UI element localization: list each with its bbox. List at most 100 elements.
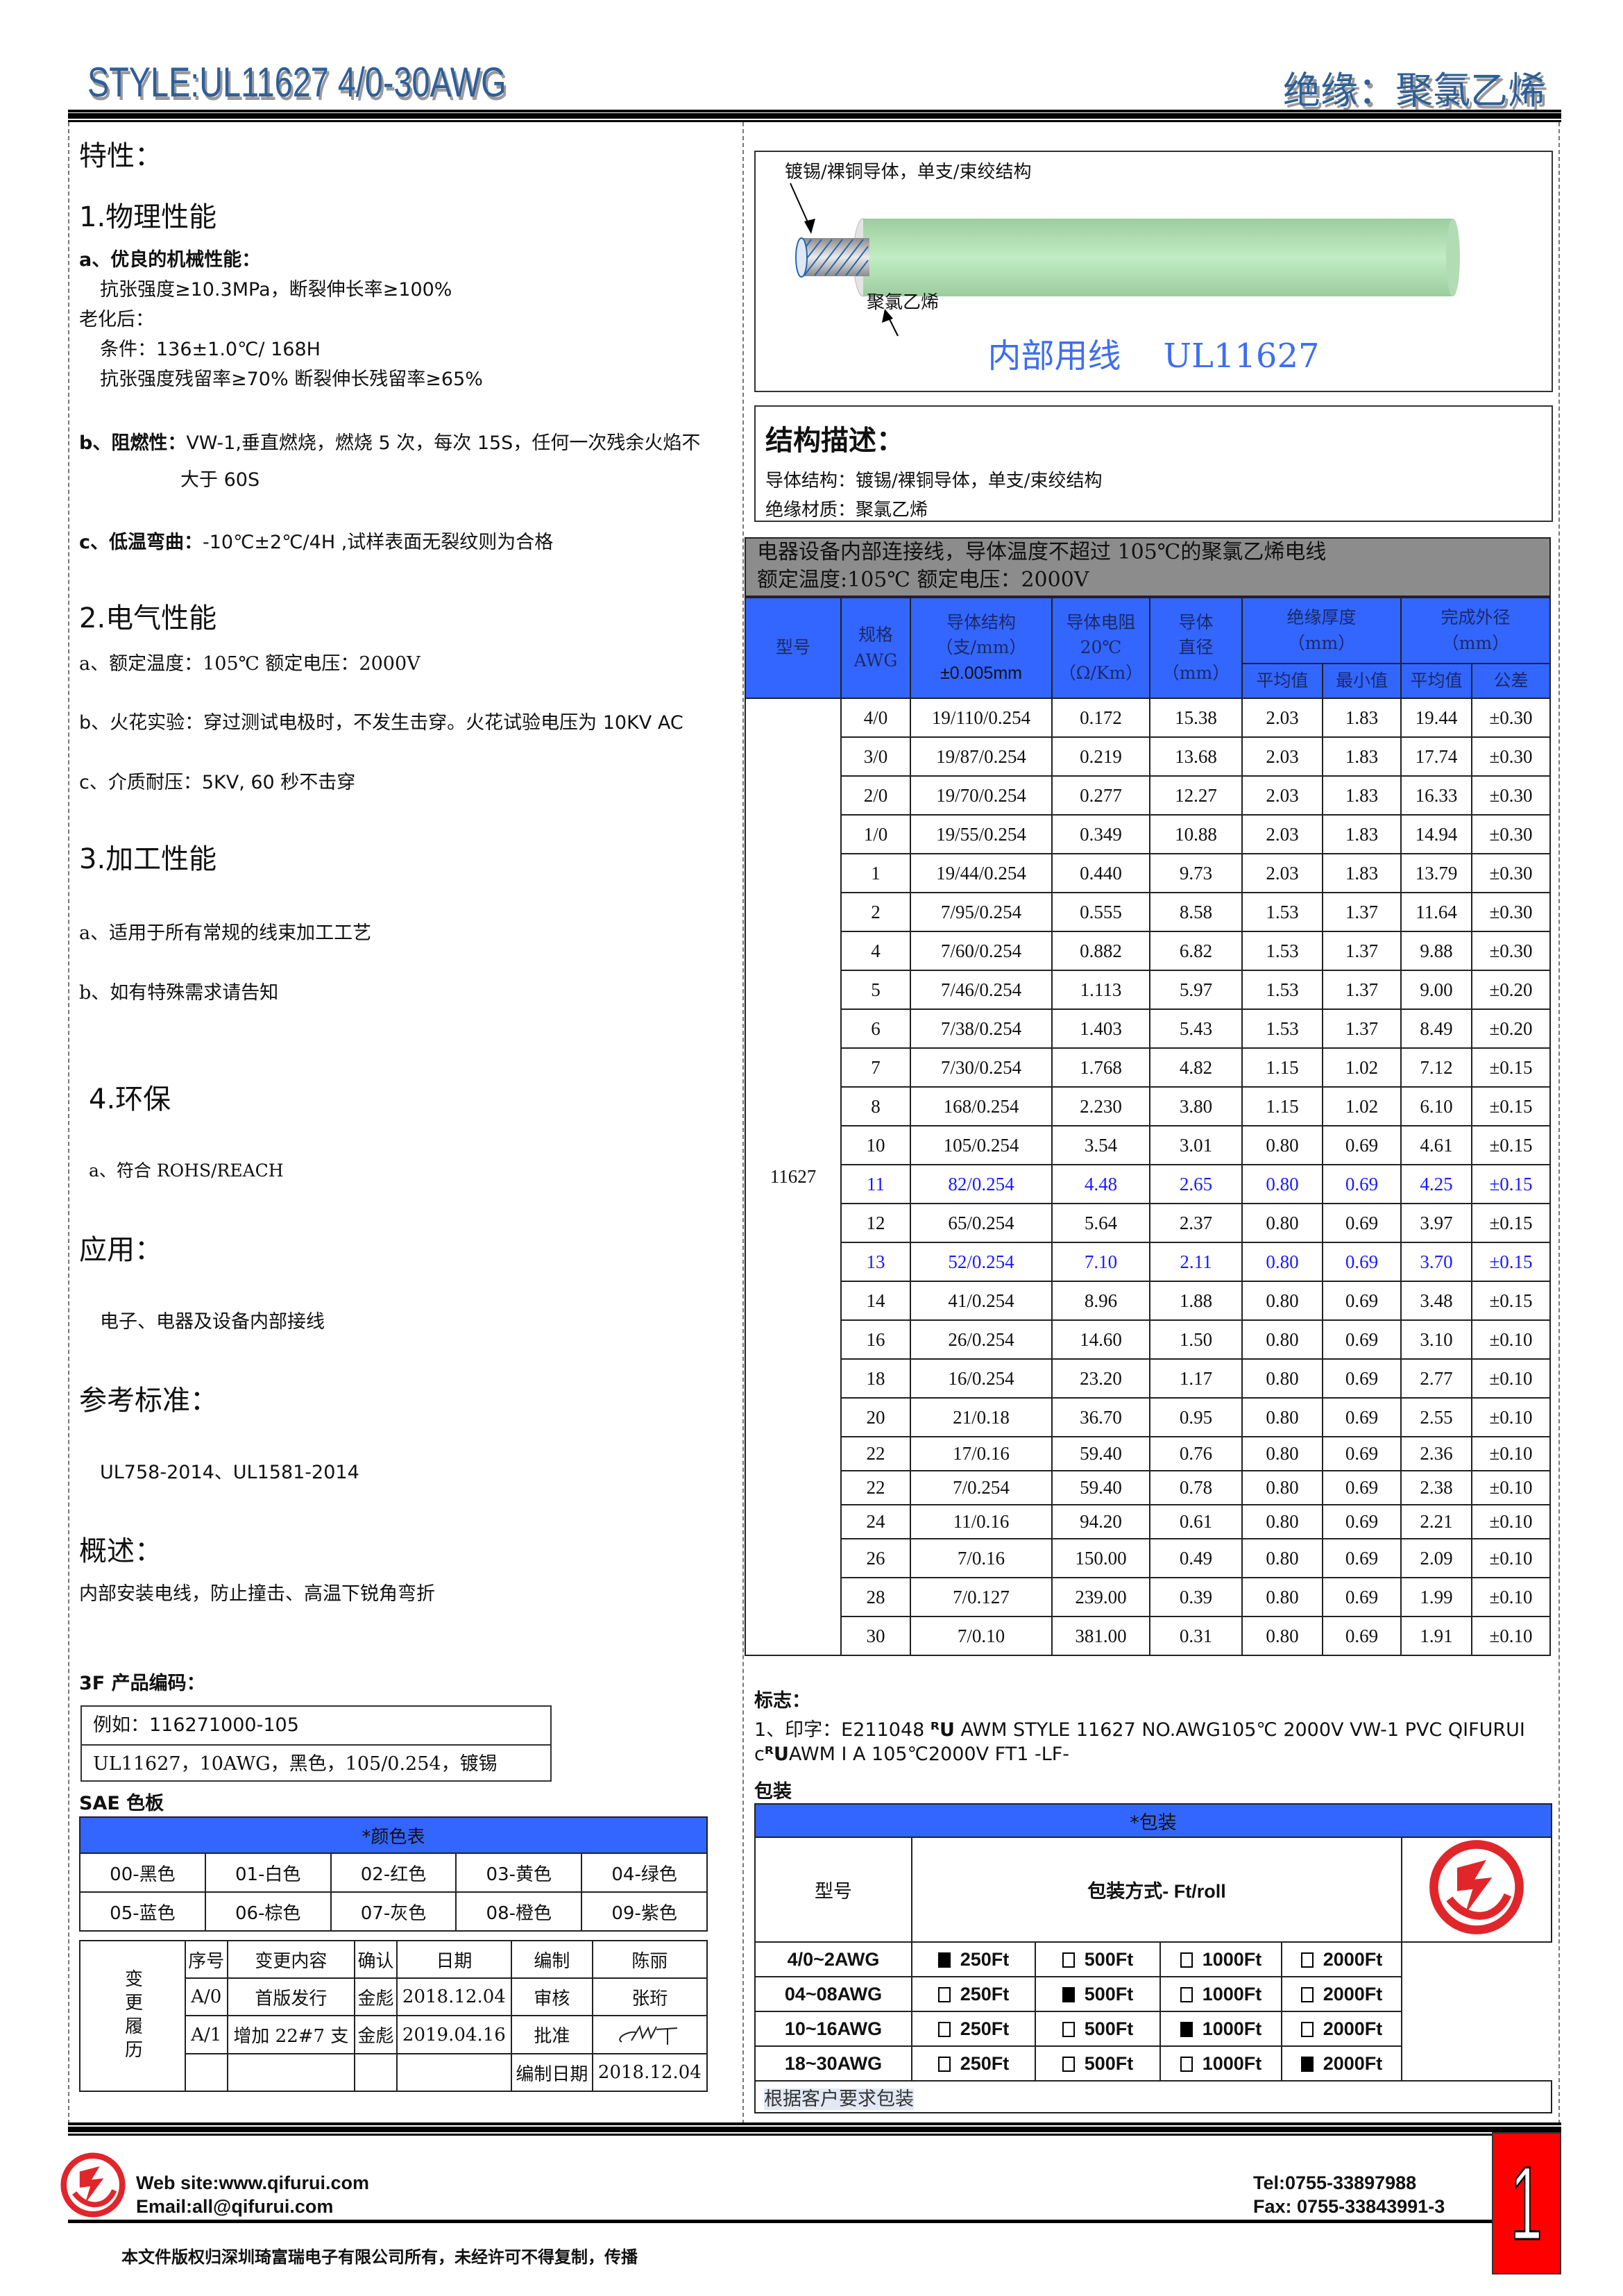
cell-res: 4.48 (1051, 1164, 1150, 1204)
cell-res: 5.64 (1051, 1203, 1150, 1243)
marking-line2: cᴿUAWM I A 105℃2000V FT1 -LF- (754, 1744, 1069, 1765)
header-diameter: 导体 直径 （mm） (1149, 597, 1243, 699)
cell-awg: 6 (840, 1008, 911, 1049)
application-text: 电子、电器及设备内部接线 (100, 1311, 325, 1333)
cell-awg: 28 (840, 1577, 911, 1617)
cell-min: 0.69 (1322, 1281, 1402, 1321)
header-rule-thin2 (68, 120, 1561, 122)
cell-avg: 0.80 (1241, 1504, 1323, 1539)
packaging-option: 1000Ft (1159, 1941, 1282, 1977)
packaging-model: 10~16AWG (754, 2011, 912, 2047)
cell-od: 2.77 (1400, 1358, 1472, 1399)
packaging-option: 250Ft (911, 2011, 1036, 2047)
unchecked-box-icon (1180, 1952, 1193, 1968)
email[interactable]: Email:all@qifurui.com (136, 2196, 334, 2217)
cell-avg: 2.03 (1241, 853, 1323, 893)
spec-row: 2 7/95/0.254 0.555 8.58 1.53 1.37 11.64 ±0.30 (745, 892, 1551, 932)
pk-header-method: 包装方式- Ft/roll (911, 1837, 1402, 1943)
cell-dia: 13.68 (1149, 736, 1243, 777)
cell-res: 14.60 (1051, 1319, 1150, 1360)
cell-struct: 19/110/0.254 (910, 698, 1053, 738)
cell-res: 3.54 (1051, 1125, 1150, 1165)
checked-box-icon (1062, 1986, 1075, 2002)
banner-line2: 额定温度:105℃ 额定电压：2000V (757, 568, 1089, 592)
cell-awg: 11 (840, 1164, 911, 1204)
wire-illustration-box: 镀锡/裸铜导体，单支/束绞结构 聚氯乙烯 内部用线 UL11627 (754, 151, 1553, 392)
overview-heading: 概述： (79, 1535, 162, 1567)
checked-box-icon (1180, 2021, 1193, 2037)
cell-res: 1.768 (1051, 1047, 1150, 1088)
mechanical-title: a、优良的机械性能： (79, 249, 261, 271)
cell-awg: 13 (840, 1242, 911, 1282)
cell-dia: 5.43 (1149, 1008, 1243, 1049)
header-od: 完成外径 （mm） (1400, 597, 1551, 664)
structure-box: 结构描述： 导体结构：镀锡/裸铜导体，单支/束绞结构 绝缘材质：聚氯乙烯 (754, 405, 1553, 522)
cell-od: 6.10 (1400, 1086, 1472, 1126)
page-border-left (68, 122, 69, 2124)
header-od-unit: （mm） (1441, 632, 1510, 653)
cell-od: 2.55 (1400, 1397, 1472, 1437)
website[interactable]: Web site:www.qifurui.com (136, 2172, 370, 2193)
spec-row: 30 7/0.10 381.00 0.31 0.80 0.69 1.91 ±0.10 (745, 1616, 1551, 1656)
cell-struct: 7/46/0.254 (910, 970, 1053, 1010)
cell-min: 1.37 (1322, 892, 1402, 932)
cell-min: 0.69 (1322, 1616, 1402, 1656)
date-value: 2018.12.04 (591, 2053, 708, 2092)
date-label: 编制日期 (510, 2053, 593, 2092)
packaging-model: 04~08AWG (754, 1976, 912, 2012)
cell-struct: 19/55/0.254 (910, 814, 1053, 854)
cell-dia: 12.27 (1149, 775, 1243, 816)
cell-min: 0.69 (1322, 1242, 1402, 1282)
cell-awg: 10 (840, 1125, 911, 1165)
cell-avg: 1.53 (1241, 1008, 1323, 1049)
spec-row: 20 21/0.18 36.70 0.95 0.80 0.69 2.55 ±0.10 (745, 1397, 1551, 1437)
header-od-tol: 公差 (1471, 663, 1551, 699)
cell-dia: 1.88 (1149, 1281, 1243, 1321)
tensile-text: 抗张强度≥10.3MPa，断裂伸长率≥100% (100, 279, 452, 301)
wire-caption: 内部用线 UL11627 (987, 337, 1320, 375)
header-structure-label: 导体结构 (946, 612, 1016, 633)
spec-row: 3/0 19/87/0.254 0.219 13.68 2.03 1.83 17.74 ±0.… (745, 736, 1551, 777)
cell-tol: ±0.20 (1471, 1008, 1551, 1049)
spec-row: 10 105/0.254 3.54 3.01 0.80 0.69 4.61 ±0.15 (745, 1125, 1551, 1165)
checked-box-icon (1300, 2056, 1314, 2072)
conductor-core (800, 238, 869, 276)
cell-min: 1.02 (1322, 1047, 1402, 1088)
cell-avg: 2.03 (1241, 775, 1323, 816)
spec-row: 1/0 19/55/0.254 0.349 10.88 2.03 1.83 14.94 ±0.… (745, 814, 1551, 854)
rev-cell: 首版发行 (226, 1977, 356, 2016)
cell-avg: 1.53 (1241, 892, 1323, 932)
marking-text: AWM STYLE 11627 NO.AWG105℃ 2000V VW-1 PV… (954, 1719, 1525, 1741)
rev-header: 确认 (354, 1940, 398, 1979)
packaging-option-label: 1000Ft (1202, 2018, 1262, 2039)
rev-cell: A/0 (185, 1977, 228, 2016)
cell-struct: 82/0.254 (910, 1164, 1053, 1204)
footer-logo-icon (60, 2152, 126, 2218)
unchecked-box-icon (1300, 2021, 1314, 2037)
cell-avg: 1.15 (1241, 1086, 1323, 1126)
cell-dia: 3.80 (1149, 1086, 1243, 1126)
cell-avg: 0.80 (1241, 1164, 1323, 1204)
marking-text-2: AWM I A 105℃2000V FT1 -LF- (788, 1744, 1070, 1765)
cell-tol: ±0.10 (1471, 1577, 1551, 1617)
cell-res: 0.349 (1051, 814, 1150, 854)
color-table: *颜色表 00-黑色 01-白色 02-红色 03-黄色 04-绿色 05-蓝色… (79, 1816, 708, 1932)
color-cell: 07-灰色 (330, 1891, 457, 1932)
spec-row: 6 7/38/0.254 1.403 5.43 1.53 1.37 8.49 ±0.20 (745, 1008, 1551, 1049)
packaging-option-label: 1000Ft (1202, 2052, 1262, 2074)
packaging-row: 18~30AWG 250Ft 500Ft 1000Ft 2000Ft (754, 2045, 1552, 2082)
cell-awg: 5 (840, 970, 911, 1010)
cell-dia: 3.01 (1149, 1125, 1243, 1165)
cell-avg: 0.80 (1241, 1203, 1323, 1243)
packaging-option: 250Ft (911, 1976, 1036, 2012)
packaging-row: 10~16AWG 250Ft 500Ft 1000Ft 2000Ft (754, 2011, 1552, 2047)
packaging-option-label: 2000Ft (1323, 2052, 1383, 2074)
color-cell: 03-黄色 (455, 1852, 583, 1893)
spec-row: 16 26/0.254 14.60 1.50 0.80 0.69 3.10 ±0.10 (745, 1319, 1551, 1360)
checked-box-icon (937, 1952, 951, 1968)
spec-row: 14 41/0.254 8.96 1.88 0.80 0.69 3.48 ±0.15 (745, 1281, 1551, 1321)
rev-cell: 批准 (510, 2015, 593, 2054)
cell-od: 13.79 (1400, 853, 1472, 893)
cell-tol: ±0.30 (1471, 698, 1551, 738)
spec-row: 22 17/0.16 59.40 0.76 0.80 0.69 2.36 ±0.10 (745, 1436, 1551, 1471)
